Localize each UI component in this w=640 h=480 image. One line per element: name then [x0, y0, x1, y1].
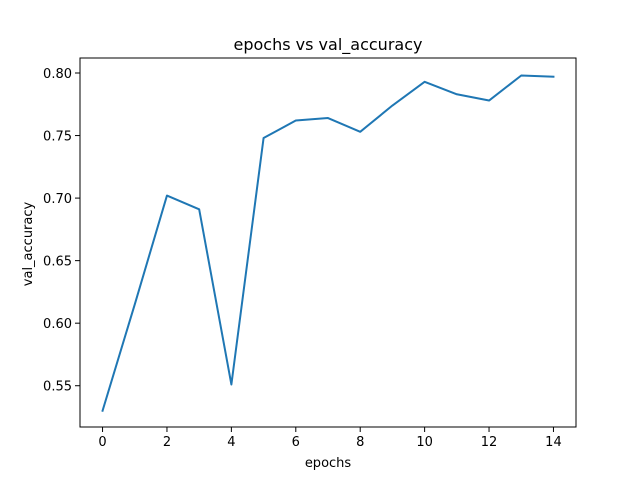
x-tick-label: 14 — [545, 435, 562, 450]
x-tick-label: 8 — [356, 435, 364, 450]
x-tick-label: 4 — [227, 435, 235, 450]
y-tick-label: 0.70 — [43, 192, 72, 207]
y-tick-label: 0.75 — [43, 130, 72, 145]
x-tick-label: 12 — [481, 435, 498, 450]
x-axis-label: epochs — [305, 456, 352, 471]
x-tick-label: 2 — [163, 435, 171, 450]
y-tick-label: 0.60 — [43, 317, 72, 332]
x-tick-label: 10 — [416, 435, 433, 450]
series-line — [101, 74, 555, 412]
y-tick-label: 0.65 — [43, 255, 72, 270]
y-tick-label: 0.80 — [43, 67, 72, 82]
x-tick-label: 6 — [292, 435, 300, 450]
chart-title: epochs vs val_accuracy — [234, 35, 423, 55]
plot-area: 0 2 4 6 8 10 12 14 0.55 0.60 0.65 0.70 0.75 0.80 — [43, 57, 577, 450]
axes-frame — [79, 57, 577, 428]
y-tick-label: 0.55 — [43, 380, 72, 395]
y-axis-label: val_accuracy — [21, 201, 36, 286]
x-tick-label: 0 — [98, 435, 106, 450]
